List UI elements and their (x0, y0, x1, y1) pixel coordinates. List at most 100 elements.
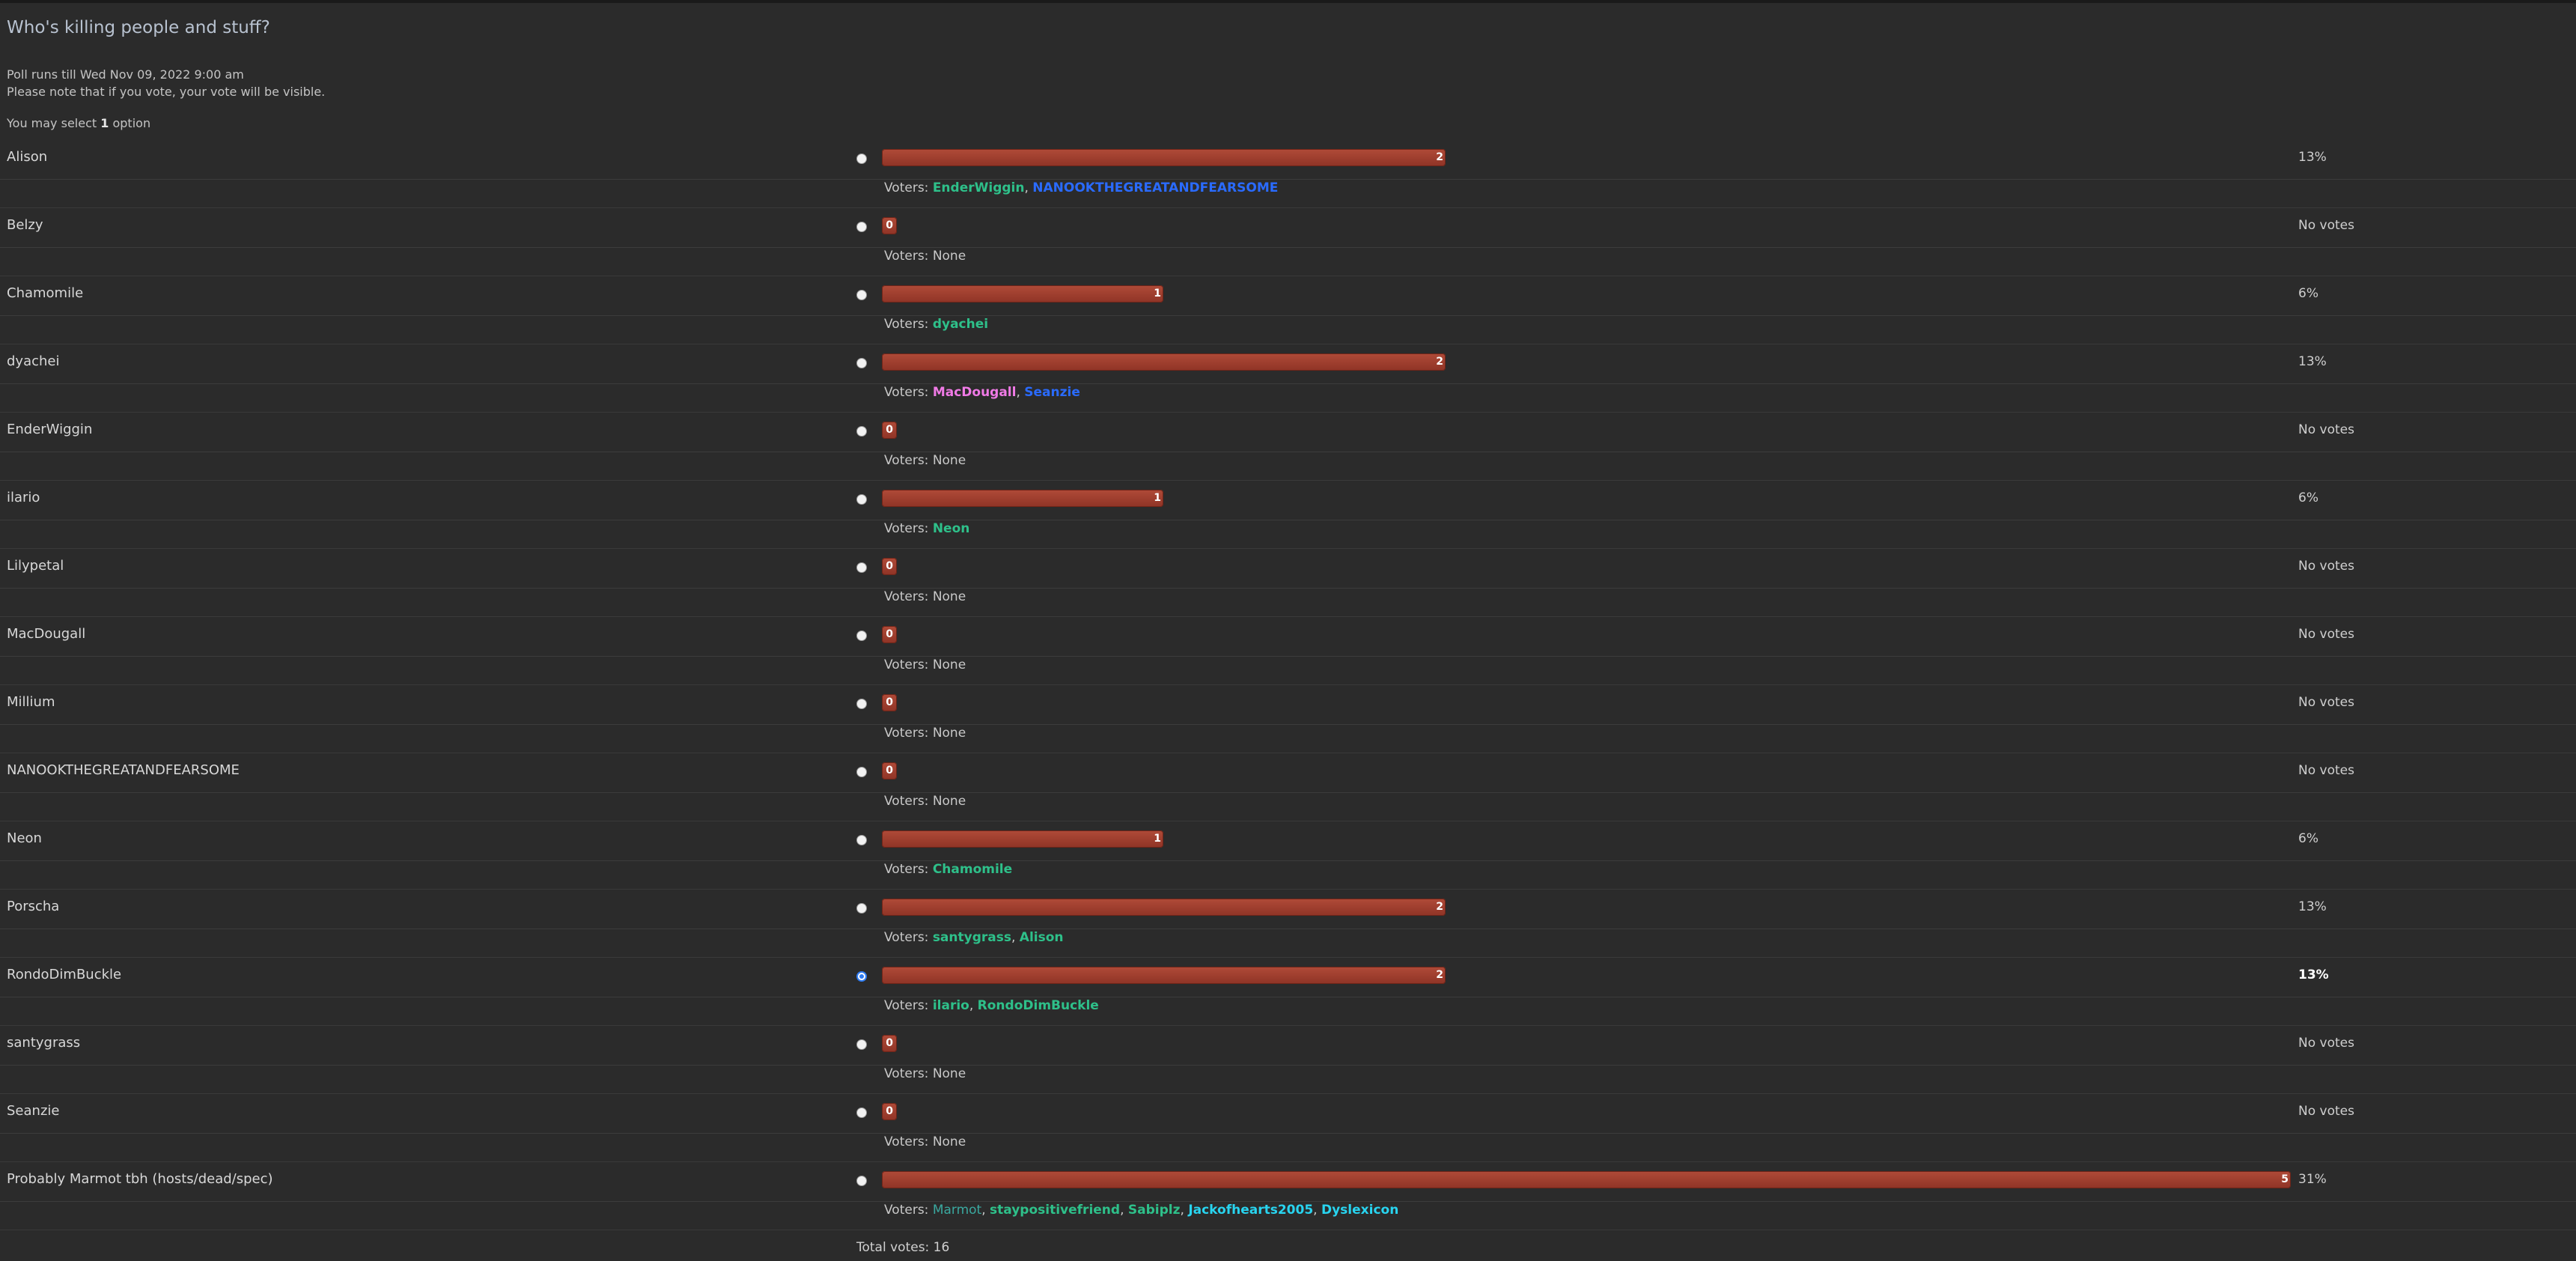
option-name: Seanzie (7, 1103, 60, 1119)
vote-bar: 2 (882, 353, 1446, 371)
voter-link[interactable]: santygrass (932, 930, 1011, 945)
option-radio[interactable] (856, 1039, 867, 1050)
voters-label: Voters: (884, 726, 933, 741)
voter-link[interactable]: MacDougall (932, 385, 1017, 400)
option-radio[interactable] (856, 222, 867, 232)
option-radio[interactable] (856, 358, 867, 368)
voter-link[interactable]: Alison (1019, 930, 1064, 945)
voters-label: Voters: (884, 385, 933, 400)
poll-option-row: Alison 2 13% Voters: EnderWiggin, NANOOKTHE… (0, 143, 2576, 211)
vote-count: 2 (1436, 151, 1443, 163)
option-radio[interactable] (856, 971, 867, 982)
option-radio[interactable] (856, 699, 867, 709)
option-radio[interactable] (856, 290, 867, 300)
voter-link[interactable]: staypositivefriend (990, 1203, 1121, 1218)
vote-percent: 6% (2298, 286, 2318, 301)
option-radio[interactable] (856, 767, 867, 777)
row-end-divider (0, 1161, 2576, 1162)
voters-none: None (932, 794, 966, 809)
voters-none: None (932, 589, 966, 604)
option-radio[interactable] (856, 835, 867, 845)
voter-link[interactable]: Chamomile (932, 862, 1013, 877)
vote-bar: 0 (882, 1103, 897, 1120)
voters-list: Voters: dyachei (884, 317, 988, 332)
option-radio[interactable] (856, 630, 867, 641)
voter-link[interactable]: Neon (932, 521, 970, 536)
row-divider (0, 792, 2576, 793)
row-divider (0, 656, 2576, 657)
vote-count: 1 (1154, 833, 1161, 845)
voter-separator: , (1011, 930, 1020, 945)
row-divider (0, 1065, 2576, 1066)
vote-count: 0 (886, 628, 893, 640)
voter-separator: , (1180, 1203, 1189, 1218)
voters-label: Voters: (884, 1066, 933, 1081)
voters-list: Voters: None (884, 1134, 966, 1149)
voters-list: Voters: Chamomile (884, 862, 1012, 877)
option-radio[interactable] (856, 562, 867, 573)
vote-percent: 31% (2298, 1172, 2327, 1187)
voter-link[interactable]: dyachei (932, 317, 989, 332)
poll-option-row: Seanzie 0 No votes Voters: None (0, 1097, 2576, 1165)
voter-link[interactable]: EnderWiggin (932, 180, 1025, 195)
option-radio[interactable] (856, 903, 867, 914)
vote-count: 2 (1436, 969, 1443, 981)
voters-none: None (932, 453, 966, 468)
option-name: Millium (7, 694, 55, 710)
poll-info: Poll runs till Wed Nov 09, 2022 9:00 am … (7, 66, 325, 100)
option-radio[interactable] (856, 426, 867, 437)
voters-list: Voters: None (884, 657, 966, 672)
option-name: dyachei (7, 353, 60, 369)
vote-percent: No votes (2298, 559, 2354, 574)
vote-percent: No votes (2298, 218, 2354, 233)
voters-label: Voters: (884, 930, 933, 945)
voters-label: Voters: (884, 317, 933, 332)
option-name: Alison (7, 149, 48, 165)
voter-link[interactable]: Sabiplz (1127, 1203, 1181, 1218)
voters-label: Voters: (884, 657, 933, 672)
voter-link[interactable]: Seanzie (1024, 385, 1080, 400)
voter-link[interactable]: Dyslexicon (1321, 1203, 1399, 1218)
vote-count: 2 (1436, 901, 1443, 913)
voters-label: Voters: (884, 521, 933, 536)
voters-none: None (932, 1134, 966, 1149)
voters-list: Voters: MacDougall, Seanzie (884, 385, 1080, 400)
voters-label: Voters: (884, 1203, 933, 1218)
vote-bar: 1 (882, 490, 1163, 507)
vote-percent: No votes (2298, 1036, 2354, 1051)
vote-bar: 2 (882, 967, 1446, 984)
option-name: EnderWiggin (7, 422, 93, 437)
voter-link[interactable]: NANOOKTHEGREATANDFEARSOME (1032, 180, 1279, 195)
option-radio[interactable] (856, 494, 867, 505)
vote-percent: 6% (2298, 490, 2318, 505)
option-name: Probably Marmot tbh (hosts/dead/spec) (7, 1171, 273, 1187)
vote-bar: 0 (882, 694, 897, 711)
vote-percent: 13% (2298, 150, 2327, 165)
vote-bar: 1 (882, 285, 1163, 303)
vote-bar: 0 (882, 626, 897, 643)
row-divider (0, 315, 2576, 316)
voter-separator: , (1024, 180, 1033, 195)
poll-option-row: Millium 0 No votes Voters: None (0, 688, 2576, 756)
poll-option-row: NANOOKTHEGREATANDFEARSOME 0 No votes Voters… (0, 756, 2576, 824)
voters-label: Voters: (884, 794, 933, 809)
voter-link[interactable]: ilario (932, 998, 969, 1013)
option-radio[interactable] (856, 154, 867, 164)
row-divider (0, 179, 2576, 180)
voter-link[interactable]: Marmot (932, 1203, 982, 1218)
voter-link[interactable]: Jackofhearts2005 (1188, 1203, 1314, 1218)
voter-separator: , (1120, 1203, 1128, 1218)
voters-label: Voters: (884, 998, 933, 1013)
option-radio[interactable] (856, 1107, 867, 1118)
top-border (0, 0, 2576, 3)
option-radio[interactable] (856, 1176, 867, 1186)
vote-bar: 2 (882, 149, 1446, 166)
poll-option-row: Belzy 0 No votes Voters: None (0, 211, 2576, 279)
voters-list: Voters: Marmot, staypositivefriend, Sabi… (884, 1203, 1398, 1218)
vote-percent: 6% (2298, 831, 2318, 846)
voter-separator: , (969, 998, 978, 1013)
row-end-divider (0, 889, 2576, 890)
voter-link[interactable]: RondoDimBuckle (977, 998, 1099, 1013)
vote-bar: 0 (882, 422, 897, 439)
poll-option-row: Neon 1 6% Voters: Chamomile (0, 824, 2576, 893)
